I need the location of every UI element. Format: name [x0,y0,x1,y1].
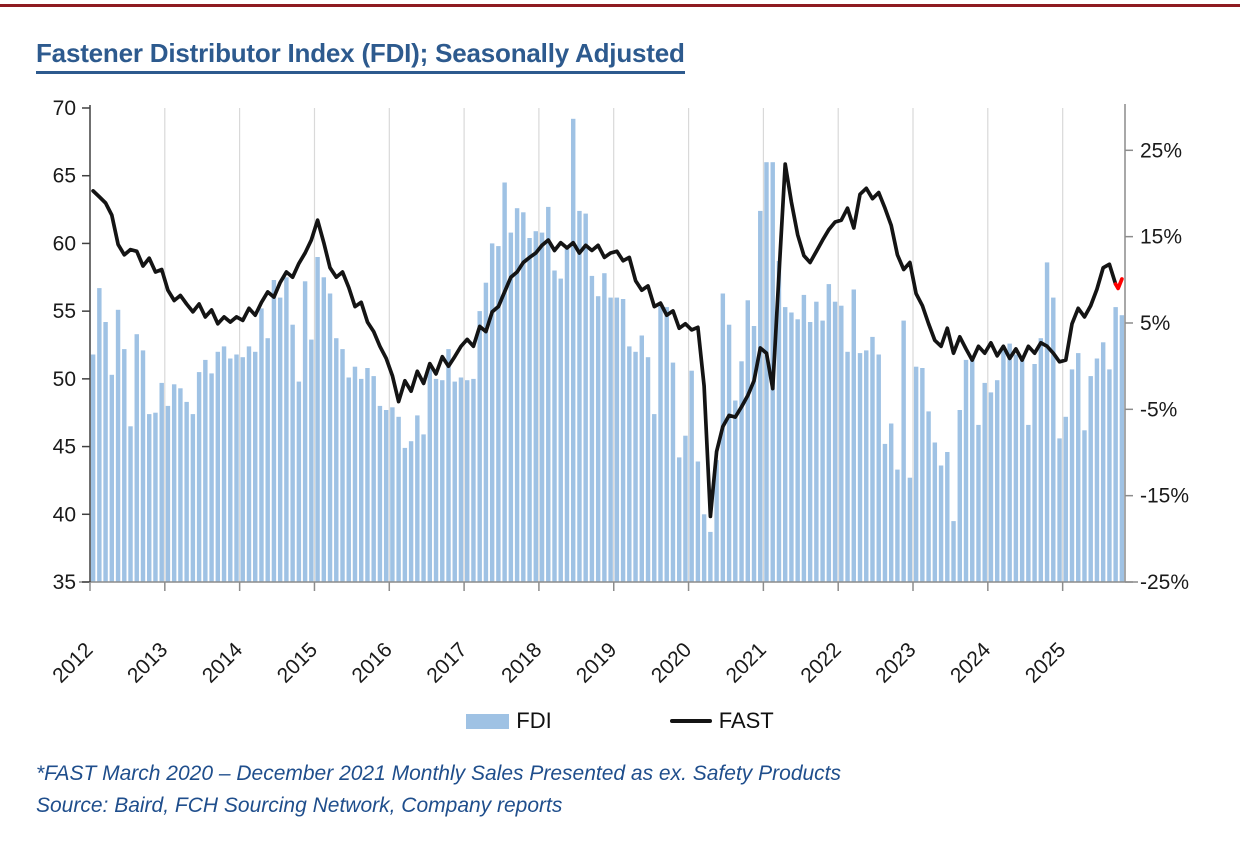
left-axis-tick-label: 65 [53,165,76,188]
fast-line [91,162,1118,519]
x-axis-year-label: 2015 [273,638,322,687]
right-axis-tick-label: -25% [1140,571,1189,594]
legend-item-fast: FAST [669,708,774,734]
x-axis-year-label: 2017 [422,638,471,687]
right-axis-tick-label: 15% [1140,226,1182,249]
footnote-fast-note: *FAST March 2020 – December 2021 Monthly… [36,762,842,785]
right-axis-ticks: 25% 15% 5% -5% -15% -25% [1125,139,1189,594]
legend-item-fdi: FDI [466,708,552,734]
left-axis-tick-label: 60 [53,232,76,255]
x-axis-year-label: 2020 [647,638,696,687]
footnote-source: Source: Baird, FCH Sourcing Network, Com… [36,794,563,817]
fast-line-swatch-icon [669,719,712,723]
x-axis-year-label: 2022 [796,638,845,687]
x-axis-year-label: 2023 [871,638,920,687]
x-axis-year-label: 2016 [348,638,397,687]
left-axis-ticks: 70 65 60 55 50 45 40 35 [53,97,90,594]
chart-legend: FDI FAST [0,708,1240,734]
x-axis-year-label: 2013 [123,638,172,687]
left-axis-tick-label: 50 [53,368,76,391]
right-axis-tick-label: 25% [1140,139,1182,162]
right-axis-tick-label: 5% [1140,312,1170,335]
chart-title-text: Fastener Distributor Index (FDI); Season… [36,38,685,74]
axes [79,104,1138,583]
x-axis-year-label: 2018 [497,638,546,687]
right-axis-tick-label: -15% [1140,485,1189,508]
x-axis-year-label: 2012 [48,638,97,687]
x-axis-year-label: 2021 [722,638,771,687]
x-axis-year-label: 2024 [946,638,996,688]
left-axis-tick-label: 55 [53,300,76,323]
footnotes: *FAST March 2020 – December 2021 Monthly… [36,758,841,822]
legend-fdi-label: FDI [516,708,552,733]
chart-title: Fastener Distributor Index (FDI); Season… [36,38,685,74]
fast-line-red-tail [1113,277,1124,291]
top-accent-rule [0,4,1240,7]
x-axis-year-label: 2014 [198,638,248,688]
right-axis-tick-label: -5% [1140,398,1177,421]
left-axis-tick-label: 70 [53,97,76,120]
year-gridlines [164,108,1064,582]
legend-fast-label: FAST [718,708,774,733]
left-axis-tick-label: 35 [53,571,76,594]
x-axis-ticks: 2012 2013 2014 2015 2016 2017 2018 2019 2020 2021… [48,582,1070,688]
fdi-swatch-icon [466,713,510,729]
left-axis-tick-label: 45 [53,436,76,459]
left-axis-tick-label: 40 [53,503,76,526]
x-axis-year-label: 2025 [1021,638,1070,687]
fdi-bars [90,118,1125,583]
x-axis-year-label: 2019 [572,638,621,687]
